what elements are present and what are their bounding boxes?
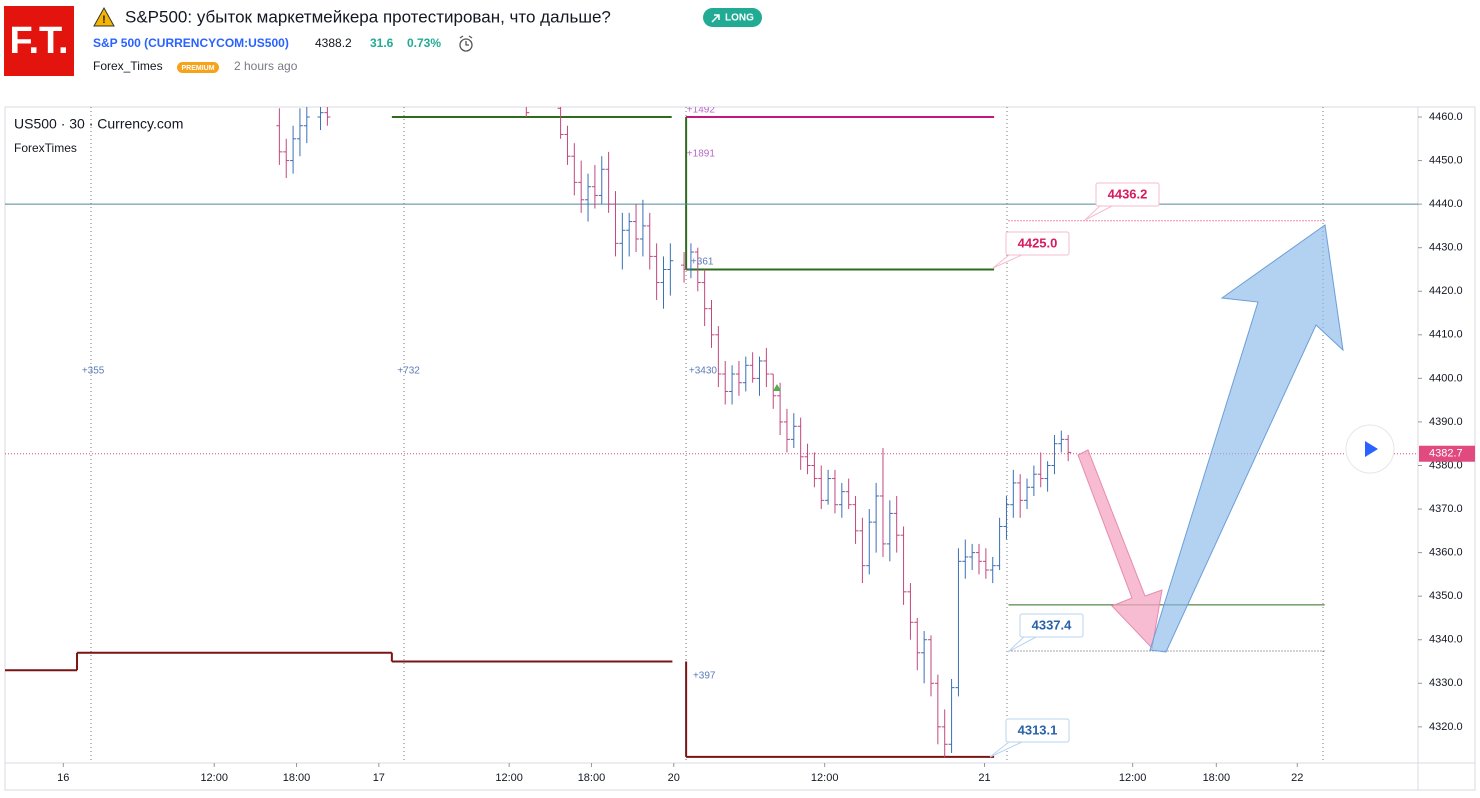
logo-text: F.T. (9, 20, 68, 62)
x-tick-label: 18:00 (283, 772, 311, 784)
annotation: +1891 (687, 149, 716, 160)
x-tick-label: 21 (978, 772, 990, 784)
x-tick-label: 18:00 (578, 772, 606, 784)
annotation: +3430 (689, 366, 718, 377)
callout-pointer (1007, 632, 1039, 653)
y-tick-label: 4330.0 (1429, 677, 1463, 689)
annotation: +732 (397, 366, 420, 377)
callout-label: 4425.0 (1018, 235, 1058, 250)
y-tick-label: 4410.0 (1429, 329, 1463, 341)
y-tick-label: 4390.0 (1429, 416, 1463, 428)
up-arrow (1149, 224, 1344, 653)
y-tick-label: 4420.0 (1429, 285, 1463, 297)
y-tick-label: 4380.0 (1429, 459, 1463, 471)
premium-badge (177, 62, 219, 73)
idea-title: S&P500: убыток маркетмейкера протестиров… (125, 7, 611, 26)
warning-mark: ! (102, 14, 106, 26)
symbol-price: 4388.2 (315, 36, 352, 50)
last-price-tag (1419, 445, 1475, 462)
y-tick-label: 4360.0 (1429, 547, 1463, 559)
x-tick-label: 16 (57, 772, 69, 784)
logo[interactable] (4, 6, 74, 76)
callout-box (1005, 718, 1070, 743)
annotation: +397 (693, 671, 716, 682)
plot-area: +355 +732 +3430 +1492 +1891 +361 +397 (5, 105, 1418, 758)
x-tick-label: 17 (373, 772, 385, 784)
publish-time: 2 hours ago (234, 59, 298, 73)
y-tick-label: 4320.0 (1429, 721, 1463, 733)
long-badge (703, 8, 762, 27)
callout-pointer (989, 737, 1025, 758)
callout-box (1005, 231, 1070, 256)
x-tick-label: 20 (668, 772, 680, 784)
premium-text: PREMIUM (181, 65, 214, 72)
signal-marker (773, 384, 781, 391)
y-tick-label: 4370.0 (1429, 503, 1463, 515)
y-tick-label: 4400.0 (1429, 372, 1463, 384)
chart-legend: US500 · 30 · Currency.com (14, 116, 183, 132)
symbol-change-pct: 0.73% (407, 36, 441, 50)
session-breaks (90, 107, 1324, 763)
x-tick-label: 12:00 (811, 772, 839, 784)
play-icon (1365, 441, 1378, 457)
last-price-label: 4382.7 (1429, 448, 1463, 460)
y-tick-label: 4340.0 (1429, 634, 1463, 646)
x-tick-label: 12:00 (1119, 772, 1147, 784)
y-tick-label: 4440.0 (1429, 198, 1463, 210)
callout-label: 4337.4 (1032, 617, 1073, 632)
annotation: +1492 (687, 105, 716, 116)
symbol-change: 31.6 (370, 36, 394, 50)
callout-label: 4313.1 (1018, 722, 1058, 737)
x-tick-label: 22 (1291, 772, 1303, 784)
badge-text: LONG (725, 13, 754, 24)
callout-label: 4436.2 (1108, 186, 1148, 201)
author-name[interactable]: Forex_Times (93, 59, 163, 73)
y-tick-label: 4350.0 (1429, 590, 1463, 602)
alarm-icon[interactable] (459, 35, 473, 52)
x-tick-label: 12:00 (200, 772, 228, 784)
x-tick-label: 12:00 (495, 772, 523, 784)
down-arrow (1077, 449, 1163, 650)
y-tick-label: 4430.0 (1429, 242, 1463, 254)
annotation: +355 (82, 366, 105, 377)
badge-arrow (711, 14, 720, 23)
chart-sublegend: ForexTimes (14, 141, 77, 155)
y-tick-label: 4460.0 (1429, 111, 1463, 123)
annotation: +361 (691, 257, 714, 268)
symbol-link[interactable]: S&P 500 (CURRENCYCOM:US500) (93, 36, 289, 50)
callout-box (1019, 613, 1084, 638)
x-tick-label: 18:00 (1203, 772, 1231, 784)
callout-box (1095, 182, 1160, 207)
y-tick-label: 4450.0 (1429, 154, 1463, 166)
warning-icon (93, 6, 115, 27)
